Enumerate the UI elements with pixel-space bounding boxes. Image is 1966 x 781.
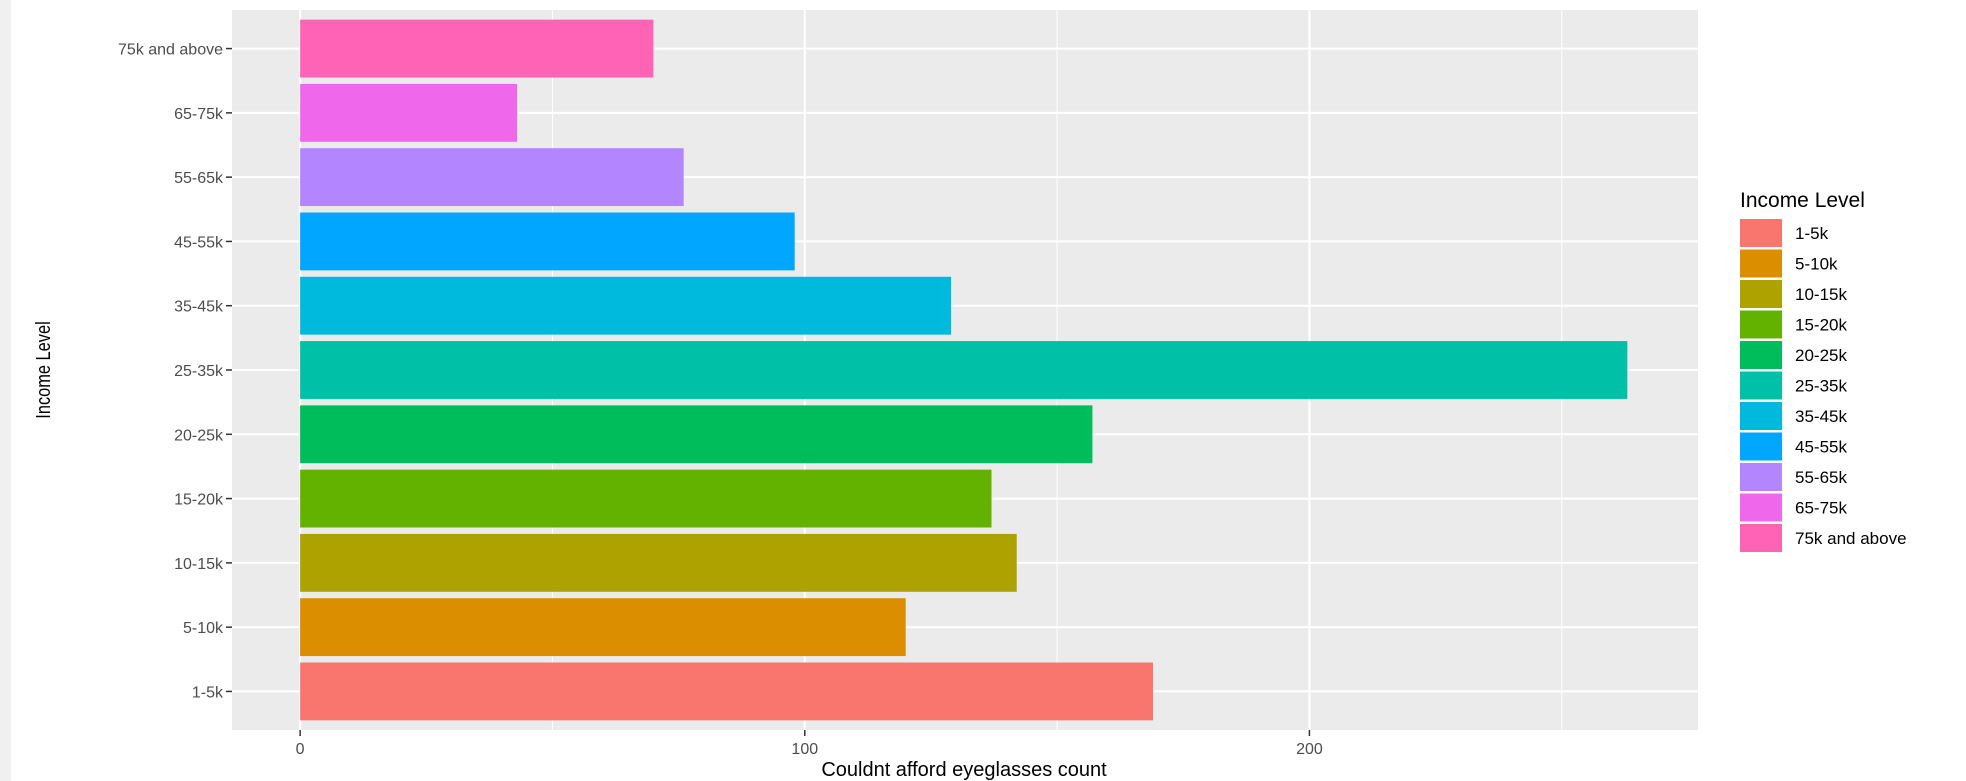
bar-25-35k xyxy=(300,341,1628,399)
legend-title: Income Level xyxy=(1740,189,1865,212)
y-tick-label: 55-65k xyxy=(174,170,224,187)
y-axis: 1-5k 5-10k 10-15k 15-20k 20-25k 25-35k 35-45k 4… xyxy=(118,42,232,701)
y-axis-title: Income Level xyxy=(31,321,54,418)
legend-key-15-20k xyxy=(1740,310,1782,339)
legend-label: 20-25k xyxy=(1795,346,1847,365)
y-tick-label: 75k and above xyxy=(118,42,223,59)
legend-label: 1-5k xyxy=(1795,224,1829,243)
x-tick-label: 0 xyxy=(296,741,305,758)
bar-1-5k xyxy=(300,662,1153,721)
legend-label: 65-75k xyxy=(1795,499,1847,518)
bar-20-25k xyxy=(300,405,1093,464)
bar-55-65k xyxy=(300,148,684,207)
y-tick-label: 1-5k xyxy=(192,684,224,701)
legend-label: 25-35k xyxy=(1795,377,1847,396)
legend-key-65-75k xyxy=(1740,493,1782,522)
legend-key-25-35k xyxy=(1740,371,1782,400)
legend-label: 55-65k xyxy=(1795,468,1847,487)
legend-key-1-5k xyxy=(1740,219,1782,247)
x-tick-label: 200 xyxy=(1296,741,1323,758)
y-tick-label: 25-35k xyxy=(174,363,224,380)
y-tick-label: 5-10k xyxy=(183,620,224,637)
legend-label: 15-20k xyxy=(1795,316,1847,335)
y-tick-label: 10-15k xyxy=(174,556,224,573)
legend-key-75k-and-above xyxy=(1740,524,1782,552)
legend-label: 45-55k xyxy=(1795,438,1847,457)
y-tick-label: 15-20k xyxy=(174,492,224,509)
y-tick-label: 35-45k xyxy=(174,299,224,316)
legend-key-55-65k xyxy=(1740,463,1782,491)
bar-35-45k xyxy=(300,276,952,335)
legend-key-20-25k xyxy=(1740,341,1782,369)
bar-15-20k xyxy=(300,469,992,528)
legend-label: 5-10k xyxy=(1795,255,1838,274)
bar-5-10k xyxy=(300,598,906,657)
y-tick-label: 45-55k xyxy=(174,234,224,251)
bar-45-55k xyxy=(300,212,795,271)
x-axis: 0 100 200 xyxy=(296,730,1323,758)
legend-label: 35-45k xyxy=(1795,407,1847,426)
legend-key-45-55k xyxy=(1740,432,1782,461)
x-axis-title: Couldnt afford eyeglasses count xyxy=(821,759,1107,781)
bar-10-15k xyxy=(300,533,1017,592)
y-tick-label: 20-25k xyxy=(174,427,224,444)
legend-key-5-10k xyxy=(1740,249,1782,278)
bar-75k-and-above xyxy=(300,19,654,78)
legend-label: 10-15k xyxy=(1795,285,1847,304)
legend-key-10-15k xyxy=(1740,280,1782,308)
y-tick-label: 65-75k xyxy=(174,106,224,123)
legend: Income Level 1-5k 5-10k 10-15k 15-20k 20-25k… xyxy=(1740,189,1907,552)
bars xyxy=(300,19,1628,721)
x-tick-label: 100 xyxy=(791,741,818,758)
left-edge-strip xyxy=(0,0,11,781)
legend-key-35-45k xyxy=(1740,402,1782,430)
legend-label: 75k and above xyxy=(1795,529,1907,548)
bar-65-75k xyxy=(300,83,518,142)
